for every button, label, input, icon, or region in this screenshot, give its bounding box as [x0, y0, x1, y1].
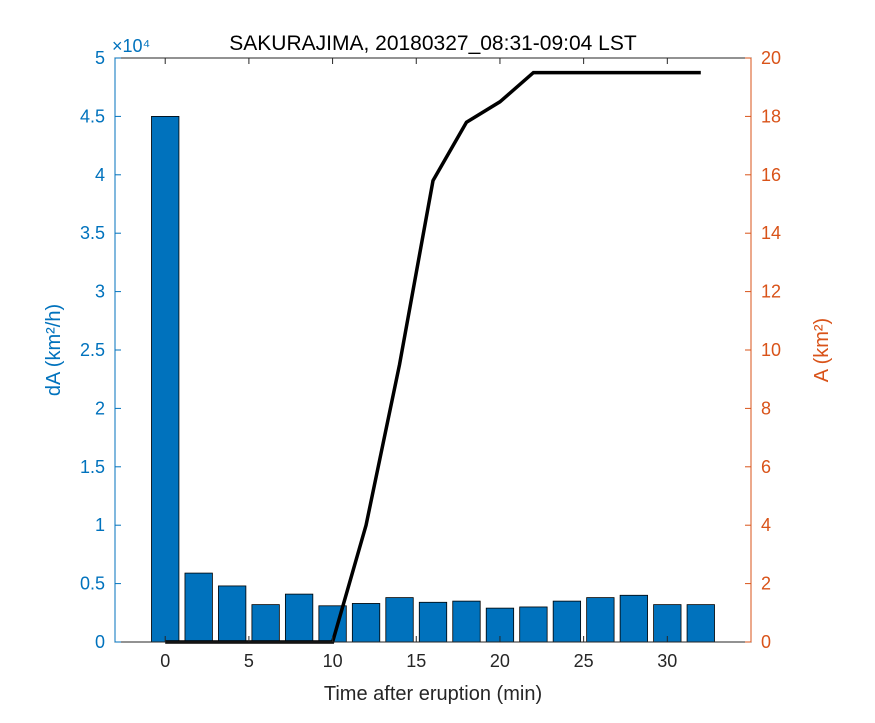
bar: [151, 116, 180, 643]
bar: [519, 606, 548, 643]
x-tick-label: 15: [406, 651, 426, 671]
y-left-tick-label: 1.5: [80, 457, 105, 477]
bar: [385, 597, 414, 643]
ticks-layer: 0 5 10 15 20 25 30 0 0.5 1 1.5 2 2.5 3 3.5 4 4.5 5 0 2 4 6 8 10…: [80, 48, 781, 671]
bar: [351, 603, 381, 643]
x-tick-label: 5: [244, 651, 254, 671]
bar: [251, 604, 280, 643]
y-left-tick-label: 3: [95, 282, 105, 302]
x-axis-label: Time after eruption (min): [324, 683, 542, 705]
y-right-tick-label: 20: [761, 48, 781, 68]
y-right-tick-label: 2: [761, 574, 771, 594]
y-axis-left-label: dA (km²/h): [43, 304, 65, 396]
x-tick-label: 10: [323, 651, 343, 671]
y-right-tick-label: 6: [761, 457, 771, 477]
bar: [184, 572, 213, 643]
y-left-tick-label: 2.5: [80, 340, 105, 360]
y-right-tick-label: 0: [761, 632, 771, 652]
x-tick-label: 20: [490, 651, 510, 671]
y-left-tick-label: 0: [95, 632, 105, 652]
y-right-tick-label: 14: [761, 223, 781, 243]
y-left-tick-label: 4.5: [80, 106, 105, 126]
x-tick-label: 25: [574, 651, 594, 671]
bar: [619, 594, 648, 643]
line-series: [165, 70, 701, 644]
y-left-tick-label: 0.5: [80, 574, 105, 594]
chart-title: SAKURAJIMA, 20180327_08:31-09:04 LST: [229, 32, 637, 55]
bar: [452, 600, 481, 643]
y-right-tick-label: 8: [761, 398, 771, 418]
bar: [586, 597, 615, 643]
y-right-tick-label: 18: [761, 106, 781, 126]
y-axis-right-label: A (km²): [811, 318, 833, 382]
y-right-tick-label: 16: [761, 165, 781, 185]
y-left-tick-label: 2: [95, 398, 105, 418]
bar: [418, 601, 448, 643]
y-left-tick-label: 1: [95, 515, 105, 535]
bar: [653, 604, 682, 643]
bar: [552, 600, 582, 643]
x-tick-label: 30: [657, 651, 677, 671]
bar: [686, 604, 715, 643]
y-right-tick-label: 4: [761, 515, 771, 535]
left-exponent-label: ×10⁴: [112, 36, 150, 56]
y-right-tick-label: 12: [761, 282, 781, 302]
y-right-tick-label: 10: [761, 340, 781, 360]
bar: [218, 585, 247, 643]
y-left-tick-label: 3.5: [80, 223, 105, 243]
bar: [284, 593, 314, 643]
y-left-tick-label: 5: [95, 48, 105, 68]
plot-area: [115, 58, 751, 642]
bars-layer: [151, 116, 715, 643]
y-left-tick-label: 4: [95, 165, 105, 185]
x-tick-label: 0: [160, 651, 170, 671]
